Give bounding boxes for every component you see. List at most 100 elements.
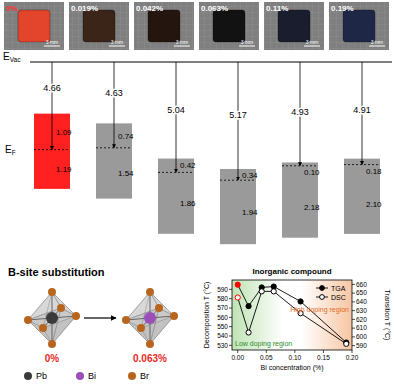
br-atom (48, 288, 56, 296)
y-tick-label: 590 (217, 286, 228, 293)
scale-text: 3 mm (176, 39, 189, 45)
y2-tick (352, 345, 355, 346)
x-tick-label: 0.20 (346, 354, 359, 361)
y2-tick-label: 620 (356, 316, 367, 323)
crystal-label: 0.063% (201, 4, 228, 13)
y2-tick-label: 650 (356, 289, 367, 296)
before-label: 0% (45, 353, 60, 364)
above-fermi-label: 0.34 (242, 171, 258, 180)
y-axis-label: Decomposition T (°C) (203, 282, 211, 349)
x-tick-label: 0.10 (289, 354, 302, 361)
scale-text: 3 mm (46, 39, 59, 45)
band-box (220, 169, 256, 244)
fermi-label: EF (5, 144, 16, 156)
below-fermi-label: 1.54 (118, 169, 134, 178)
above-fermi-label: 0.74 (118, 132, 134, 141)
band-column: 4.930.102.18 (282, 62, 320, 238)
y2-tick-label: 590 (356, 342, 367, 349)
y-tick-label: 540 (217, 332, 228, 339)
below-fermi-label: 1.19 (56, 165, 72, 174)
br-atom (48, 340, 56, 348)
vacuum-level-line (30, 61, 392, 62)
x-tick (323, 350, 324, 353)
y-tick (229, 289, 232, 290)
scale-bar (369, 46, 385, 47)
crystal-photo: 0.063% 3 mm (199, 2, 259, 50)
work-function-label: 4.91 (353, 105, 371, 115)
b-site-atom (46, 312, 58, 324)
octahedron-face (126, 308, 159, 344)
work-function-arrow (52, 62, 53, 150)
y-tick (229, 298, 232, 299)
y2-tick-label: 610 (356, 324, 367, 331)
below-fermi-label: 2.18 (304, 203, 320, 212)
photo-background (134, 2, 194, 50)
br-atom (146, 340, 154, 348)
annotation: Low doping region (235, 340, 292, 348)
crystal (18, 10, 50, 42)
y2-tick (352, 301, 355, 302)
band-column: 5.040.421.86 (158, 62, 196, 234)
x-axis-label: Bi concentration (%) (260, 364, 323, 372)
br-atom (24, 316, 32, 324)
y2-tick-label: 600 (356, 333, 367, 340)
y-tick-label: 580 (217, 295, 228, 302)
crystal (148, 10, 180, 42)
scale-bar (44, 46, 60, 47)
y-tick (229, 326, 232, 327)
work-function-arrow (114, 62, 115, 148)
substitution-title: B-site substitution (8, 266, 105, 278)
legend-marker (320, 295, 325, 300)
br-atom (72, 312, 80, 320)
x-tick-label: 0.05 (260, 354, 273, 361)
atom-legend-marker (24, 372, 32, 380)
x-tick (352, 350, 353, 353)
x-tick (294, 350, 295, 353)
y-tick (229, 308, 232, 309)
scale-bar (109, 46, 125, 47)
vacuum-label: EVac (3, 51, 21, 63)
band-column: 5.170.341.94 (220, 62, 258, 244)
y2-tick (352, 310, 355, 311)
crystal (278, 10, 310, 42)
crystal (343, 10, 375, 42)
plot-background (232, 280, 352, 350)
octahedron-face (28, 308, 61, 344)
atom-legend-label: Br (140, 371, 149, 381)
br-atom (146, 288, 154, 296)
crystal-label: 0.042% (136, 4, 163, 13)
scale-text: 3 mm (306, 39, 319, 45)
atom-legend-label: Bi (88, 371, 96, 381)
br-atom (57, 304, 65, 312)
work-function-label: 4.63 (105, 88, 123, 98)
y-tick (229, 345, 232, 346)
scale-bar (304, 46, 320, 47)
photo-background (4, 2, 64, 50)
x-tick (237, 350, 238, 353)
scale-text: 3 mm (241, 39, 254, 45)
band-column: 4.910.182.10 (344, 62, 382, 234)
annotation: High doping region (290, 306, 349, 314)
series-line (238, 285, 347, 343)
photo-background (329, 2, 389, 50)
octahedron (24, 288, 80, 348)
y2-tick (352, 336, 355, 337)
crystal-label: 0.019% (71, 4, 98, 13)
data-point (246, 330, 251, 335)
crystal (83, 10, 115, 42)
octahedron (122, 288, 178, 348)
fermi-label-subscript: F (12, 149, 16, 156)
plot-area (235, 282, 349, 346)
y2-axis-label: Transition T (°C) (383, 290, 391, 341)
br-atom (137, 324, 145, 332)
br-atom (122, 316, 130, 324)
y2-tick-label: 660 (356, 281, 367, 288)
y-tick (229, 336, 232, 337)
crystal-photo: 0.042% 3 mm (134, 2, 194, 50)
below-fermi-label: 2.10 (366, 200, 382, 209)
atom-legend-label: Pb (36, 371, 47, 381)
crystal-photo: 0.11%3 mm (264, 2, 324, 50)
scale-text: 3 mm (371, 39, 384, 45)
below-fermi-label: 1.86 (180, 199, 196, 208)
y-tick-label: 560 (217, 314, 228, 321)
